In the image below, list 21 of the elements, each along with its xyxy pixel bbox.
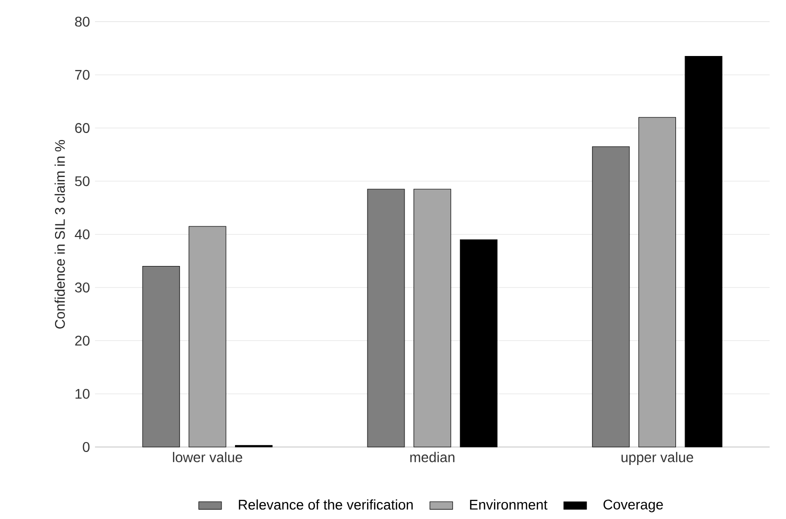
bar bbox=[142, 266, 180, 448]
bar bbox=[367, 188, 405, 448]
bar bbox=[684, 56, 722, 448]
y-tick-label: 20 bbox=[75, 336, 90, 346]
y-tick-label: 40 bbox=[74, 229, 90, 240]
x-tick-label: upper value bbox=[622, 452, 694, 465]
x-tick-label: lower value bbox=[172, 452, 242, 462]
x-tick-label: median bbox=[410, 452, 454, 462]
y-tick-label: 50 bbox=[75, 176, 90, 186]
y-tick-label: 60 bbox=[75, 123, 90, 133]
y-axis-title: Confidence in SIL 3 claim in % bbox=[54, 140, 65, 329]
y-tick-label: 80 bbox=[75, 16, 90, 27]
bar bbox=[460, 239, 498, 448]
bar bbox=[592, 146, 630, 448]
y-tick-label: 10 bbox=[76, 388, 90, 399]
y-tick-label: 0 bbox=[82, 442, 90, 452]
legend-label: Environment bbox=[470, 499, 548, 510]
legend-label: Coverage bbox=[604, 500, 663, 512]
legend-label: Relevance of the verification bbox=[238, 499, 413, 510]
y-tick-label: 30 bbox=[75, 282, 90, 292]
y-tick-label: 70 bbox=[75, 70, 90, 80]
